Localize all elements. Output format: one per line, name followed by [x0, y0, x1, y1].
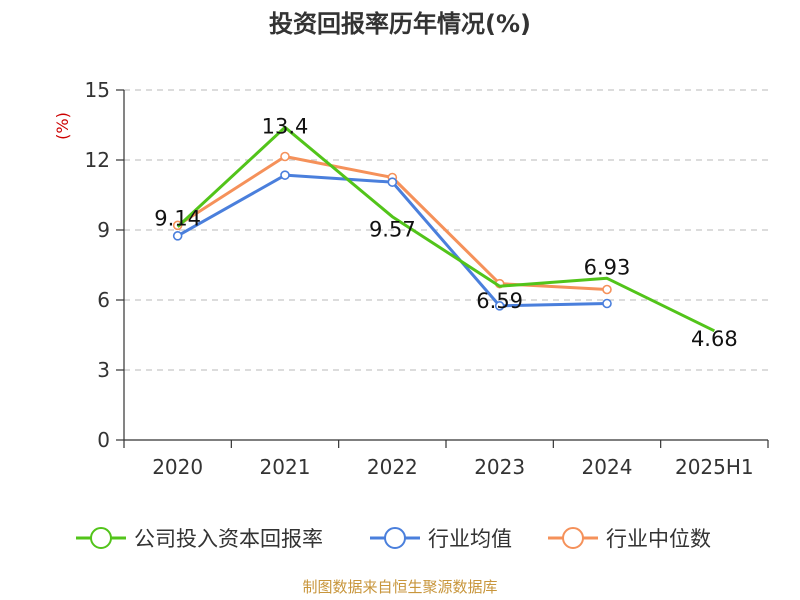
- data-point: [602, 298, 612, 309]
- legend-item: 行业中位数: [548, 527, 711, 551]
- data-point: [280, 170, 290, 180]
- data-label: 6.59: [476, 289, 523, 313]
- series-line: [176, 125, 715, 333]
- y-tick-label: 3: [97, 358, 110, 382]
- chart-title: 投资回报率历年情况(%): [269, 10, 531, 38]
- series-layer: [172, 125, 715, 333]
- legend-marker: [90, 527, 112, 549]
- y-tick-label: 0: [97, 428, 110, 452]
- data-label: 4.68: [691, 327, 738, 351]
- y-tick-label: 12: [85, 148, 110, 172]
- y-tick-label: 9: [97, 218, 110, 242]
- legend-marker: [384, 527, 406, 549]
- source-note: 制图数据来自恒生聚源数据库: [302, 578, 497, 596]
- data-point: [280, 151, 290, 162]
- data-labels: 9.14 13.4 9.57 6.59 6.93 4.68: [154, 114, 737, 350]
- x-tick-label: 2022: [367, 455, 418, 479]
- legend-item: 公司投入资本回报率: [76, 527, 323, 551]
- x-tick-label: 2021: [260, 455, 311, 479]
- axes: 0 3 6 9 12 15 2020 2021 2022 2023 2024 2025H1: [85, 78, 769, 479]
- legend-label: 公司投入资本回报率: [134, 527, 323, 551]
- data-point: [494, 301, 505, 311]
- x-tick-label: 2024: [582, 455, 633, 479]
- data-point: [172, 231, 183, 241]
- data-label: 9.14: [154, 207, 201, 231]
- data-point: [602, 284, 612, 295]
- legend-marker: [562, 527, 584, 549]
- y-tick-label: 6: [97, 288, 110, 312]
- y-axis-label: (%): [53, 112, 72, 140]
- x-tick-label: 2020: [152, 455, 203, 479]
- legend-label: 行业均值: [428, 527, 512, 551]
- data-label: 6.93: [584, 255, 631, 279]
- legend-label: 行业中位数: [606, 527, 711, 551]
- y-tick-label: 15: [85, 78, 110, 102]
- data-point: [387, 177, 398, 187]
- x-tick-label: 2023: [474, 455, 525, 479]
- series-1: [172, 170, 612, 311]
- x-tick-label: 2025H1: [675, 455, 754, 479]
- data-label: 13.4: [262, 114, 309, 138]
- series-0: [176, 125, 715, 333]
- data-label: 9.57: [369, 218, 416, 242]
- legend-item: 行业均值: [370, 527, 512, 551]
- legend: 公司投入资本回报率 行业均值 行业中位数: [76, 527, 711, 551]
